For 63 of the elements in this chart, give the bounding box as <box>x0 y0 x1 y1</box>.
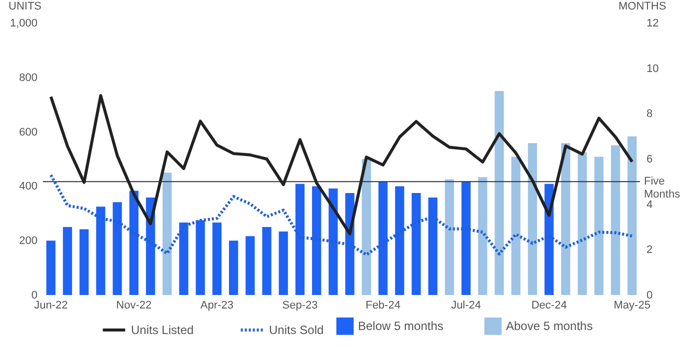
y2-axis-title: MONTHS <box>618 0 666 12</box>
y-tick-label: 400 <box>19 180 38 193</box>
bar <box>428 198 438 295</box>
y2-tick-label: 0 <box>646 290 653 302</box>
y2-tick-label: 2 <box>646 244 653 256</box>
bar <box>528 143 538 295</box>
y-tick-label: 0 <box>31 290 38 302</box>
x-tick-label: Apr-23 <box>200 300 234 312</box>
x-tick-label: Jun-22 <box>34 300 68 312</box>
bar <box>196 220 205 295</box>
x-tick-label: Sep-23 <box>282 300 318 312</box>
bar <box>96 206 106 295</box>
bar <box>594 156 604 295</box>
bar <box>478 177 488 295</box>
legend-label: Above 5 months <box>506 319 593 334</box>
bar <box>362 159 371 295</box>
y-tick-label: 800 <box>19 72 38 84</box>
line-series <box>49 174 634 256</box>
bar <box>278 232 288 295</box>
bar <box>262 227 272 295</box>
bar <box>212 222 222 295</box>
y2-tick-label: 12 <box>646 18 659 30</box>
bar <box>328 188 338 295</box>
line-series <box>49 94 634 236</box>
ref-line-label: Five Months <box>644 176 681 201</box>
bar <box>46 240 56 295</box>
bar <box>578 152 587 295</box>
y2-tick-label: 10 <box>646 62 659 75</box>
x-tick-label: Dec-24 <box>531 300 567 312</box>
y2-tick-label: 8 <box>646 108 653 120</box>
bar <box>295 184 305 295</box>
y-tick-label: 600 <box>19 126 38 138</box>
x-tick-label: May-25 <box>614 300 650 312</box>
bar <box>162 172 172 295</box>
bar <box>129 190 138 295</box>
x-tick-label: Nov-22 <box>116 300 152 312</box>
bar <box>561 143 570 295</box>
bar <box>461 182 471 295</box>
bar <box>246 236 255 295</box>
bar <box>412 193 421 295</box>
y2-tick-label: 6 <box>646 154 653 166</box>
bar <box>444 179 454 295</box>
legend-label: Below 5 months <box>358 319 444 334</box>
bar <box>179 222 188 295</box>
y-tick-label: 200 <box>19 235 38 248</box>
y-tick-label: 1,000 <box>10 18 38 30</box>
bar <box>378 182 388 295</box>
x-tick-label: Feb-24 <box>366 300 400 312</box>
legend-label: Units Listed <box>131 323 194 337</box>
legend-label: Units Sold <box>269 323 324 337</box>
bar <box>312 186 322 295</box>
bar <box>80 229 89 295</box>
bar <box>511 156 520 295</box>
bar <box>628 136 637 295</box>
bar <box>112 202 122 295</box>
x-tick-label: Jul-24 <box>451 300 482 312</box>
bar <box>494 91 504 295</box>
bar <box>395 186 404 295</box>
y2-tick-label: 4 <box>646 198 653 211</box>
bar <box>228 240 238 295</box>
y-axis-title: UNITS <box>8 0 42 12</box>
bar <box>610 145 620 295</box>
bar <box>62 227 72 295</box>
